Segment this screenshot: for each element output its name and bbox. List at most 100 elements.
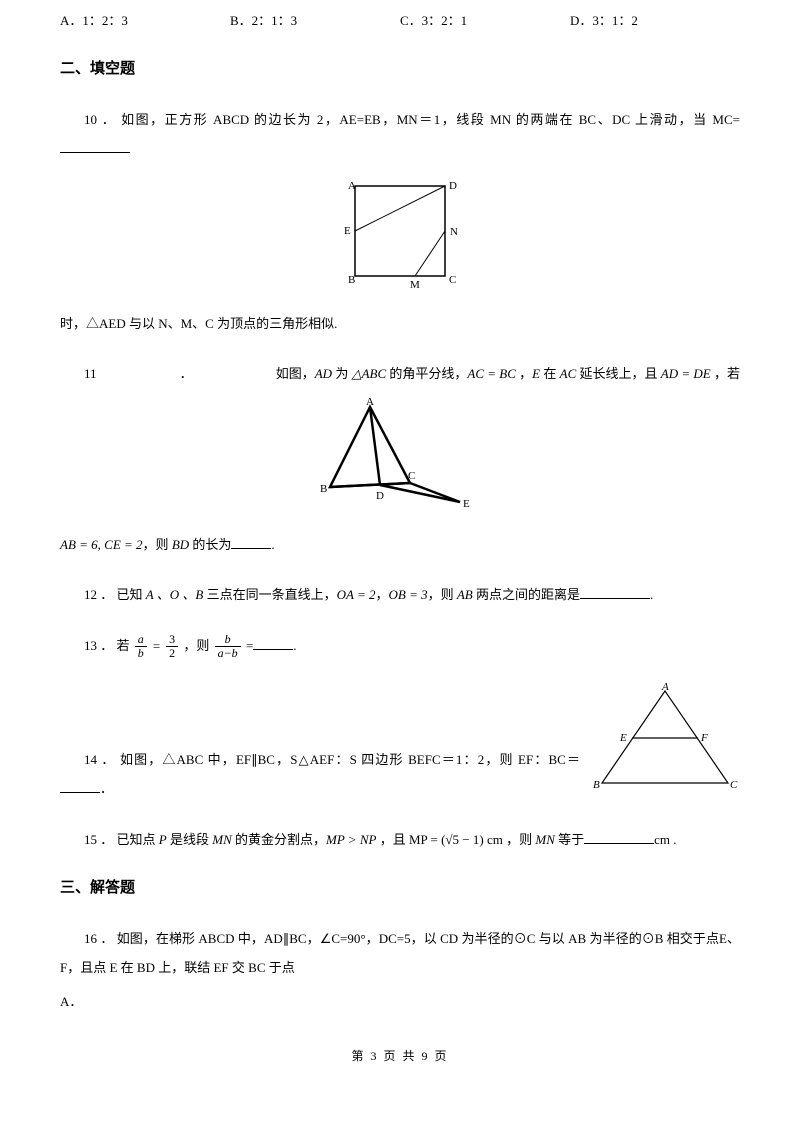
q10-text-b: 时，△AED 与以 N、M、C 为顶点的三角形相似.	[60, 316, 337, 331]
q14-blank	[60, 778, 100, 793]
q12-text-d: 两点之间的距离是	[473, 587, 580, 602]
q12-text-b: 三点在同一条直线上，	[203, 587, 336, 602]
q15-blank	[584, 829, 654, 844]
q15-p: P	[159, 832, 167, 847]
q11-text-h: 的长为	[189, 537, 231, 552]
question-14: 14 ． 如图，△ABC 中，EF∥BC，S△AEF：S 四边形 BEFC＝1：…	[60, 683, 740, 804]
q12-oa: OA = 2	[337, 587, 376, 602]
section-3-title: 三、解答题	[60, 876, 740, 897]
q13-num: 13 ．	[84, 638, 113, 653]
q15-text-e: ，则	[503, 832, 536, 847]
q10-num: 10 ．	[84, 112, 116, 127]
q11-figure: A B D C E	[60, 397, 740, 523]
q13-text-a: 若	[117, 638, 133, 653]
q13-amb: a−b	[215, 647, 241, 660]
q15-mn: MN	[212, 832, 232, 847]
svg-text:D: D	[449, 180, 457, 192]
svg-text:A: A	[661, 683, 669, 693]
q15-text-d: ，且	[376, 832, 409, 847]
page-footer: 第 3 页 共 9 页	[60, 1047, 740, 1064]
q16-text-a: 如图，在梯形 ABCD 中，AD∥BC，∠C=90°，DC=5，以 CD 为半径…	[60, 931, 740, 975]
q14-figure: A E F B C	[590, 683, 740, 804]
q11-adde: AD = DE	[661, 366, 711, 381]
q12-ob: OB = 3	[388, 587, 427, 602]
option-b: B．2：1：3	[230, 10, 400, 29]
question-12: 12 ． 已知 A 、O 、B 三点在同一条直线上，OA = 2，OB = 3，…	[60, 581, 740, 610]
svg-text:F: F	[700, 732, 708, 744]
svg-text:A: A	[348, 180, 356, 192]
svg-text:E: E	[463, 498, 470, 510]
q13-3: 3	[166, 633, 178, 647]
q11-wei: 为	[332, 366, 352, 381]
q11-e: E	[532, 366, 540, 381]
q15-mn2: MN	[535, 832, 555, 847]
svg-text:D: D	[376, 490, 384, 502]
q11-dot: ．	[180, 360, 193, 389]
q13-period: .	[293, 638, 296, 653]
section-2-title: 二、填空题	[60, 57, 740, 78]
q10-blank	[60, 138, 130, 153]
option-a: A．1：2：3	[60, 10, 230, 29]
q11-text-d: 在	[540, 366, 560, 381]
q13-2: 2	[166, 647, 178, 660]
q13-frac2: 32	[166, 633, 178, 660]
q13-eq: =	[246, 638, 253, 653]
q11-text-e: 延长线上，且	[576, 366, 661, 381]
q14-num: 14 ．	[84, 752, 116, 767]
q12-comma: ，	[375, 587, 388, 602]
q15-text-c: 的黄金分割点，	[232, 832, 326, 847]
q13-b2: b	[215, 633, 241, 647]
svg-text:B: B	[348, 274, 355, 286]
q15-period: .	[673, 832, 676, 847]
q12-blank	[580, 584, 650, 599]
q11-num: 11	[84, 366, 97, 381]
q12-ab: AB	[457, 587, 473, 602]
q15-cm: cm	[654, 832, 670, 847]
q11-ab6: AB = 6, CE = 2	[60, 537, 143, 552]
q11-text-a: 如图，	[276, 366, 315, 381]
options-row: A．1：2：3 B．2：1：3 C．3：2：1 D．3：1：2	[60, 10, 740, 29]
q11-text-f: ，若	[711, 366, 740, 381]
q11-abc: △ABC	[352, 366, 387, 381]
q11-text-c: ，	[516, 366, 532, 381]
q12-text-c: ，则	[428, 587, 457, 602]
question-10: 10 ． 如图，正方形 ABCD 的边长为 2，AE=EB，MN＝1，线段 MN…	[60, 106, 740, 338]
q13-frac3: ba−b	[215, 633, 241, 660]
q15-mpeq: MP = (√5 − 1) cm	[409, 832, 503, 847]
q11-ac: AC	[560, 366, 577, 381]
q12-aob: A 、O 、B	[146, 587, 204, 602]
q11-acbc: AC = BC	[467, 366, 516, 381]
question-11: 11 ． 如图，AD 为 △ABC 的角平分线，AC = BC ，E 在 AC …	[60, 360, 740, 559]
q11-period: .	[271, 537, 274, 552]
q12-period: .	[650, 587, 653, 602]
svg-text:C: C	[408, 470, 415, 482]
q11-blank	[231, 534, 271, 549]
q15-text-a: 已知点	[117, 832, 159, 847]
q13-text-b: ，则	[183, 638, 212, 653]
svg-text:B: B	[593, 779, 600, 791]
q15-mpnp: MP > NP	[326, 832, 376, 847]
svg-text:A: A	[366, 397, 374, 408]
q11-bd: BD	[172, 537, 189, 552]
q11-text-g: ，则	[143, 537, 172, 552]
q15-num: 15 ．	[84, 832, 113, 847]
svg-text:C: C	[449, 274, 456, 286]
svg-text:B: B	[320, 483, 327, 495]
svg-text:N: N	[450, 226, 458, 238]
q15-text-f: 等于	[555, 832, 584, 847]
svg-text:E: E	[619, 732, 627, 744]
svg-text:C: C	[730, 779, 738, 791]
question-16: 16 ． 如图，在梯形 ABCD 中，AD∥BC，∠C=90°，DC=5，以 C…	[60, 925, 740, 1017]
option-d: D．3：1：2	[570, 10, 740, 29]
q10-text-a: 如图，正方形 ABCD 的边长为 2，AE=EB，MN＝1，线段 MN 的两端在…	[121, 112, 740, 127]
question-15: 15 ． 已知点 P 是线段 MN 的黄金分割点，MP > NP ，且 MP =…	[60, 826, 740, 855]
svg-text:E: E	[344, 225, 351, 237]
q16-a: A．	[60, 988, 740, 1017]
question-13: 13 ． 若 ab = 32 ，则 ba−b =.	[60, 632, 740, 661]
q14-text-a: 如图，△ABC 中，EF∥BC，S△AEF：S 四边形 BEFC＝1：2，则 E…	[120, 752, 580, 767]
q13-frac1: ab	[135, 633, 147, 660]
q12-text-a: 已知	[117, 587, 146, 602]
q14-period: ．	[100, 781, 113, 796]
option-c: C．3：2：1	[400, 10, 570, 29]
q11-ad: AD	[315, 366, 332, 381]
